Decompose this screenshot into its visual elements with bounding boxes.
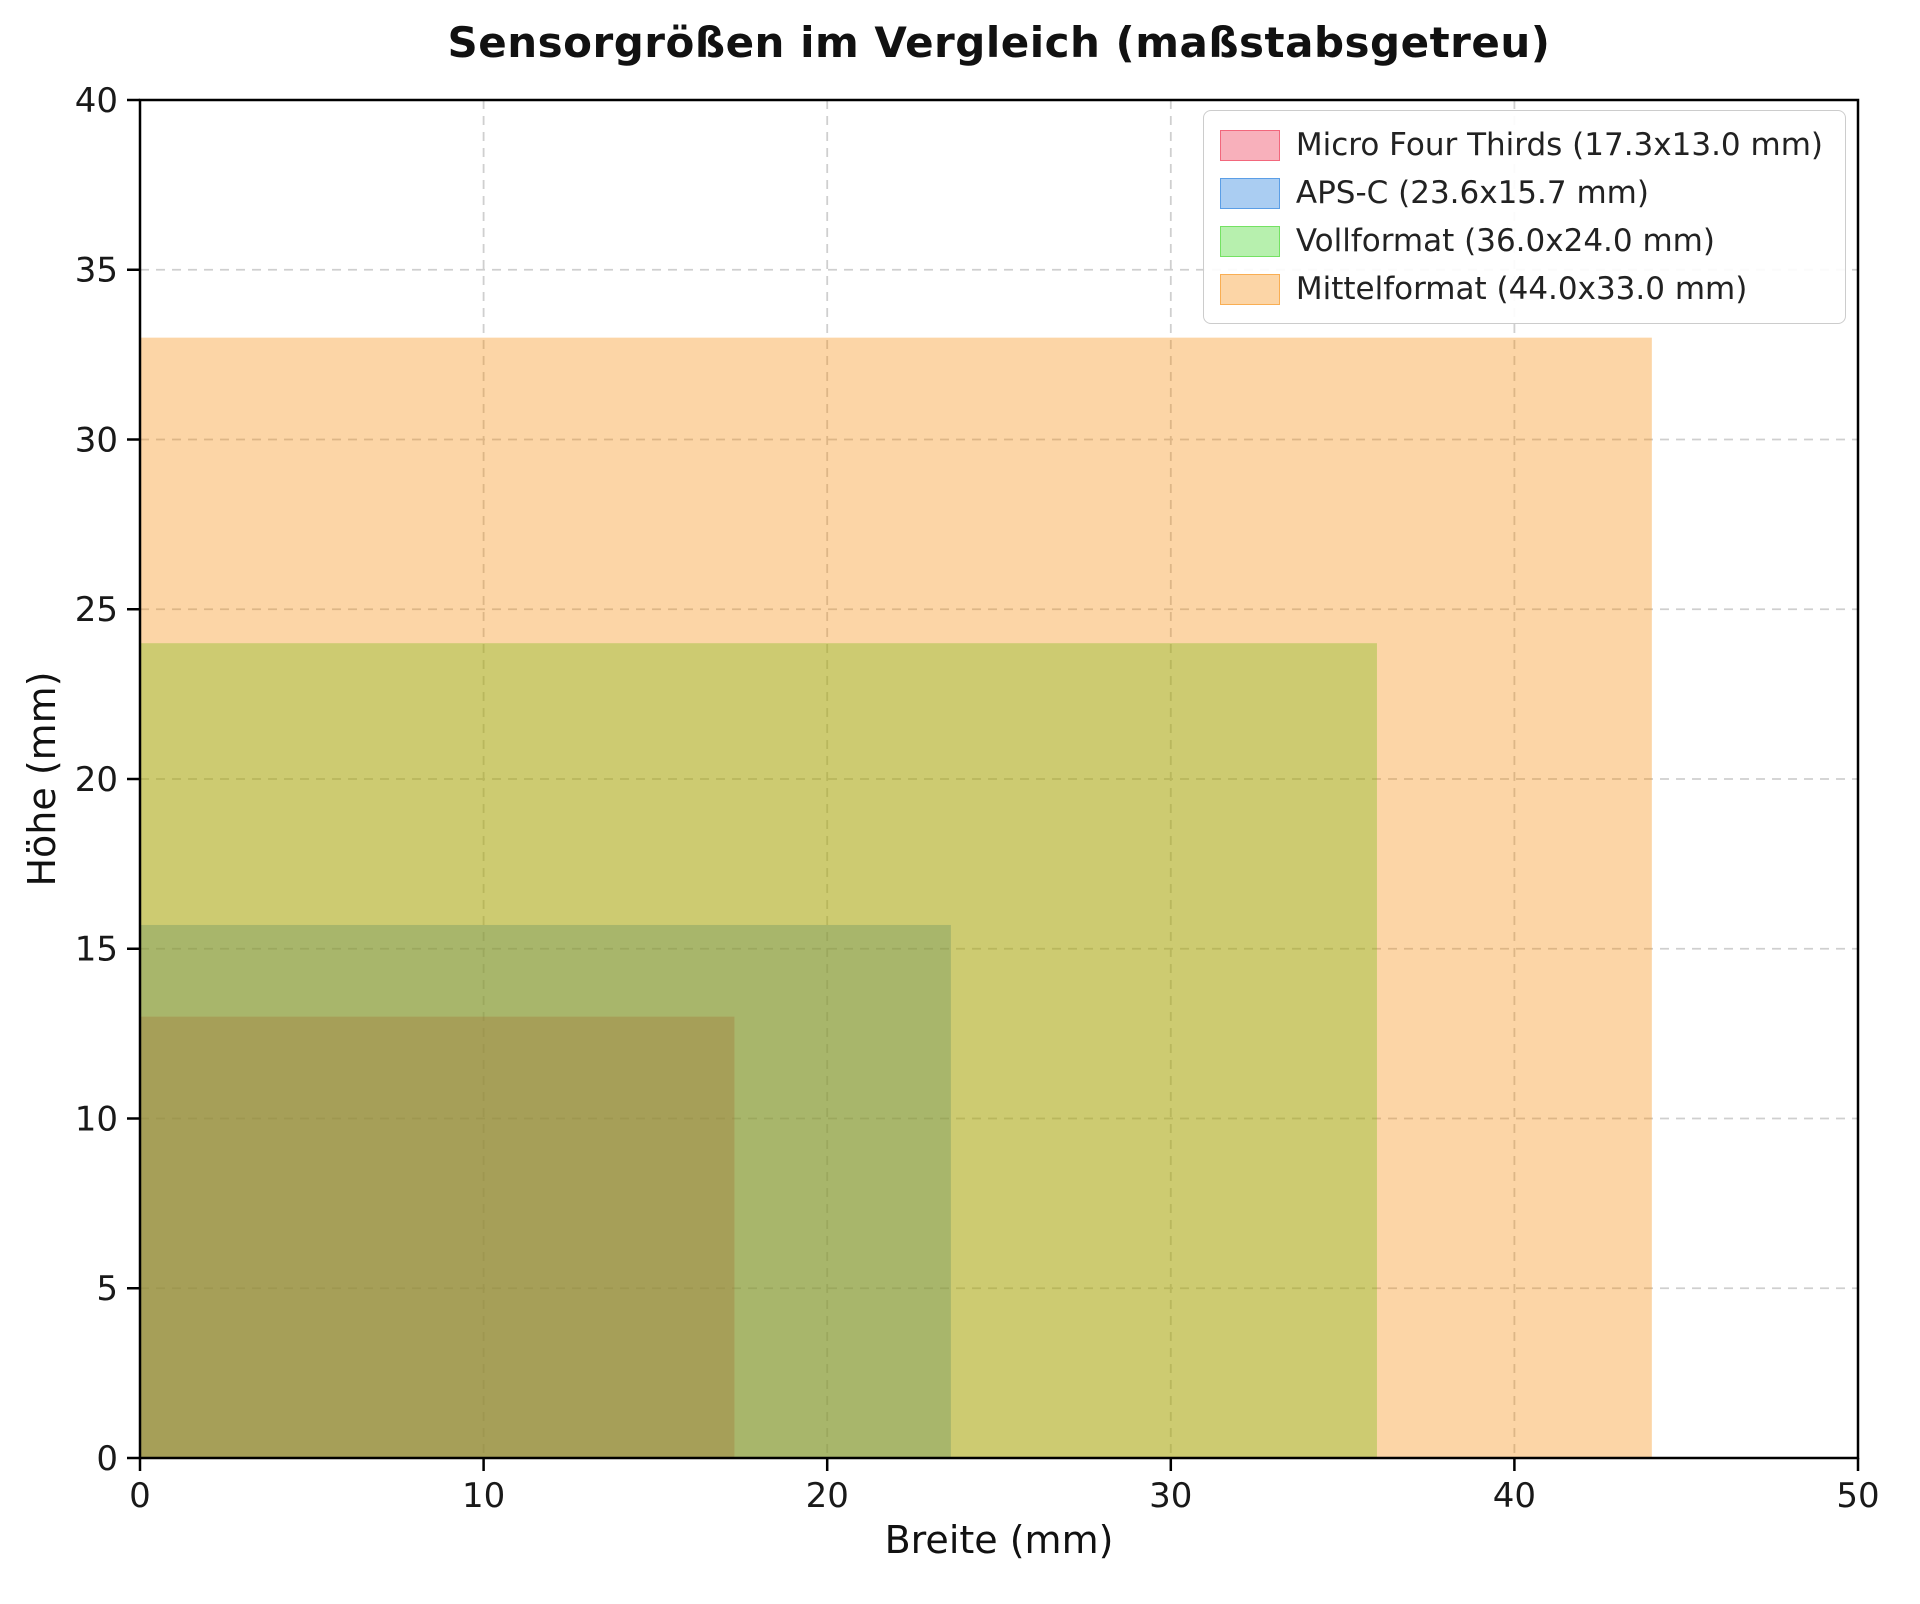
x-tick-label: 40 [1493,1476,1536,1516]
y-tick-label: 30 [75,420,118,460]
legend-entry: Vollformat (36.0x24.0 mm) [1219,223,1823,259]
y-tick-label: 25 [75,590,118,630]
legend-entry: Mittelformat (44.0x33.0 mm) [1219,271,1823,307]
legend-entry: Micro Four Thirds (17.3x13.0 mm) [1219,127,1823,163]
x-tick-label: 20 [806,1476,849,1516]
y-axis-label: Höhe (mm) [20,671,64,887]
y-tick-label: 35 [75,251,118,291]
y-tick-label: 20 [75,760,118,800]
sensor-rect-mittelformat [140,337,1652,1458]
sensor-rect-vollformat [140,643,1377,1458]
legend-label: Micro Four Thirds (17.3x13.0 mm) [1295,127,1823,163]
sensor-rect-aps-c [140,924,951,1458]
legend-label: Mittelformat (44.0x33.0 mm) [1295,271,1748,307]
y-tick-label: 0 [96,1439,118,1479]
y-tick-label: 10 [75,1099,118,1139]
chart-title: Sensorgrößen im Vergleich (maßstabsgetre… [447,18,1551,67]
legend-entry: APS-C (23.6x15.7 mm) [1219,175,1823,211]
x-tick-label: 0 [129,1476,151,1516]
x-tick-label: 30 [1149,1476,1192,1516]
legend-label: APS-C (23.6x15.7 mm) [1295,175,1649,211]
x-tick-label: 50 [1836,1476,1879,1516]
legend-swatch-mittelformat [1219,273,1280,305]
legend-swatch-micro-four-thirds [1219,129,1280,161]
y-tick-label: 5 [96,1269,118,1309]
legend: Micro Four Thirds (17.3x13.0 mm) APS-C (2… [1202,110,1846,324]
x-tick-label: 10 [462,1476,505,1516]
sensor-rect-micro-four-thirds [140,1016,735,1458]
legend-swatch-vollformat [1219,225,1280,257]
legend-swatch-aps-c [1219,177,1280,209]
legend-label: Vollformat (36.0x24.0 mm) [1295,223,1715,259]
x-axis-label: Breite (mm) [884,1518,1114,1562]
y-tick-label: 40 [75,81,118,121]
y-tick-label: 15 [75,930,118,970]
